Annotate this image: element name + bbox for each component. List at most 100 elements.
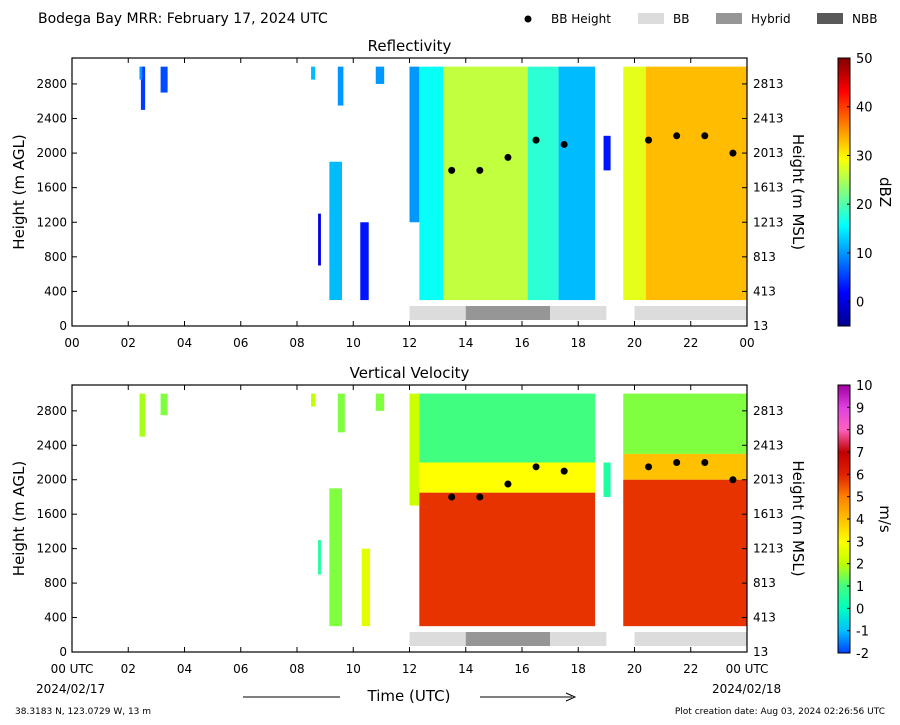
x-tick-label: 06 [233,336,248,350]
x-tick-label: 14 [458,336,473,350]
start-date-label: 2024/02/17 [36,682,105,696]
x-tick-label: 00 UTC [726,662,769,676]
x-tick-label: 08 [289,662,304,676]
colorbar-tick-label: 9 [856,401,864,416]
y-tick-label: 800 [44,576,67,590]
echo-cell [160,393,168,416]
y-tick-label: 800 [44,250,67,264]
colorbar-tick-label: 30 [856,149,873,164]
colorbar-tick-label: 50 [856,52,873,67]
figure-title: Bodega Bay MRR: February 17, 2024 UTC [38,11,328,27]
echo-cell [419,393,596,463]
y-tick-label: 400 [44,611,67,625]
echo-cell [375,66,385,84]
echo-cell [419,462,596,493]
legend-label-bb-height: BB Height [551,12,611,26]
y-tick-label: 2000 [36,146,67,160]
colorbar-tick-label: -2 [856,647,869,662]
echo-cell [375,393,385,411]
colorbar-tick-label: 4 [856,513,864,528]
echo-cell [311,393,316,407]
colorbar-tick-label: 5 [856,491,864,506]
legend-label-nbb: NBB [852,12,877,26]
legend-swatch-nbb [817,13,843,24]
bb-class-bb [634,632,747,646]
echo-cell [140,66,146,110]
x-tick-label: 08 [289,336,304,350]
echo-cell [360,222,369,301]
echo-cell [160,66,168,93]
bb-height-point [645,463,653,471]
bb-class-hybrid [465,306,551,320]
colorbar-tick-label: 1 [856,580,864,595]
y-tick-label: 1600 [36,181,67,195]
colorbar [837,57,851,327]
x-tick-label: 20 [627,336,642,350]
colorbar-tick-label: 0 [856,296,864,311]
panel-title: Reflectivity [368,37,452,55]
legend-swatch-hybrid [716,13,742,24]
echo-cell [139,66,143,80]
y-axis-label-right: Height (m MSL) [789,460,807,576]
x-tick-label: 16 [514,336,529,350]
x-tick-label: 14 [458,662,473,676]
colorbar-label: m/s [876,505,894,533]
echo-cell [623,479,747,627]
bb-height-point [532,136,540,144]
x-tick-label: 16 [514,662,529,676]
y-tick-label-right: 813 [753,576,776,590]
colorbar-tick-label: 10 [856,379,873,394]
echo-cell [443,66,528,301]
bb-class-bb [550,632,607,646]
y-tick-label: 2000 [36,473,67,487]
y-axis-label: Height (m AGL) [10,461,28,576]
legend-label-hybrid: Hybrid [751,12,791,26]
colorbar-tick-label: 0 [856,602,864,617]
figure-legend: BB Height BB Hybrid NBB [524,12,877,26]
y-tick-label: 2400 [36,438,67,452]
x-tick-label: 12 [402,662,417,676]
y-tick-label: 2800 [36,77,67,91]
bb-height-point [504,480,512,488]
colorbar-tick-label: 40 [856,101,873,116]
colorbar-tick-label: 3 [856,535,864,550]
echo-cell [409,66,420,223]
time-arrow-head [565,692,577,702]
y-tick-label-right: 413 [753,611,776,625]
bb-class-bb [550,306,607,320]
echo-cell [361,548,371,627]
bb-height-point [448,166,456,174]
y-tick-label-right: 13 [753,645,768,659]
colorbar-tick-label: 10 [856,247,873,262]
bb-height-point [729,476,737,484]
x-tick-label: 04 [177,662,192,676]
colorbar-tick-label: 7 [856,446,864,461]
end-date-label: 2024/02/18 [712,682,781,696]
echo-cell [603,135,611,171]
y-tick-label-right: 2813 [753,404,784,418]
bb-height-point [476,166,484,174]
echo-cell [603,462,611,497]
colorbar-tick-label: 2 [856,558,864,573]
bb-height-point [645,136,653,144]
y-tick-label-right: 1213 [753,215,784,229]
y-tick-label: 0 [59,645,67,659]
x-tick-label: 04 [177,336,192,350]
bb-class-bb [409,306,466,320]
y-tick-label-right: 1613 [753,181,784,195]
colorbar-tick-label: -1 [856,625,869,640]
bb-class-bb [634,306,747,320]
bb-height-point [504,153,512,161]
echo-cell [623,66,646,301]
echo-cell [527,66,559,301]
y-tick-label-right: 2013 [753,473,784,487]
x-tick-label: 00 [64,336,79,350]
bb-height-point [560,140,568,148]
bb-height-point [532,463,540,471]
colorbar-tick-label: 20 [856,198,873,213]
y-tick-label-right: 2413 [753,112,784,126]
echo-cell [318,213,321,266]
x-tick-label: 12 [402,336,417,350]
